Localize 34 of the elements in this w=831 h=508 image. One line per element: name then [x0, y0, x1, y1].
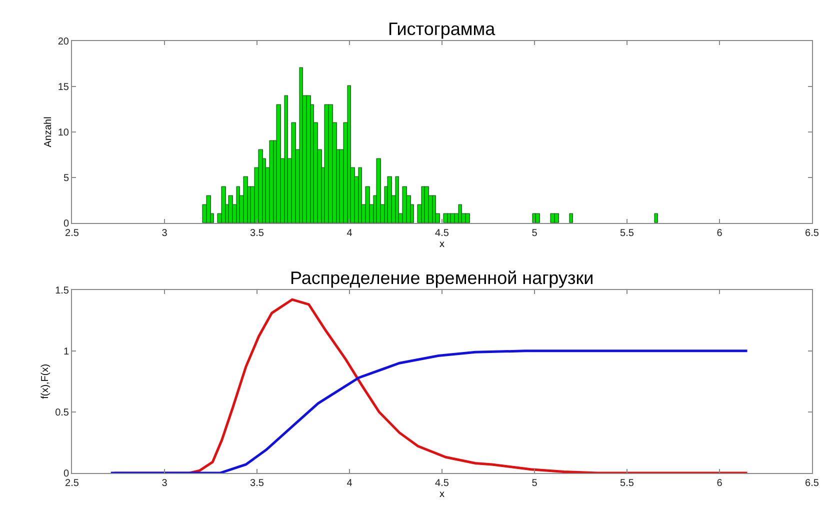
x-tick-label: 3.5 — [250, 478, 264, 489]
x-tick-label: 6 — [716, 228, 723, 239]
x-tick-label: 5.5 — [620, 478, 634, 489]
x-tick-label: 5 — [532, 478, 538, 489]
x-tick-label: 3 — [162, 228, 168, 239]
y-axis-title: Anzahl — [42, 116, 54, 148]
x-axis-title: x — [440, 238, 444, 250]
x-tick-label: 4 — [346, 478, 353, 489]
x-tick-label: 6 — [716, 478, 723, 489]
y-tick-label: 10 — [58, 127, 70, 138]
x-tick-label: 3 — [162, 478, 168, 489]
y-tick-label: 0 — [63, 218, 70, 230]
x-tick-label: 2.5 — [65, 228, 80, 239]
x-tick-label: 5.5 — [620, 228, 634, 239]
x-tick-label: 6.5 — [805, 228, 820, 239]
y-tick-label: 20 — [58, 36, 70, 48]
y-tick-label: 1.5 — [55, 285, 70, 296]
y-tick-label: 0.5 — [55, 407, 70, 418]
y-tick-label: 15 — [58, 82, 70, 93]
x-tick-label: 6.5 — [805, 478, 820, 489]
line-series — [110, 350, 748, 473]
x-tick-label: 4.5 — [435, 228, 450, 239]
x-tick-label: 2.5 — [65, 478, 80, 489]
x-tick-label: 4 — [346, 228, 353, 239]
chart-title: Распределение временной нагрузки — [290, 268, 594, 288]
x-tick-label: 3.5 — [250, 228, 264, 239]
x-tick-label: 5 — [532, 228, 538, 239]
x-axis-title: x — [440, 489, 444, 500]
y-tick-label: 0 — [63, 468, 70, 480]
y-axis-title: f(x),F(x) — [40, 364, 52, 399]
chart-title: Гистограмма — [388, 19, 496, 39]
x-tick-label: 4.5 — [435, 478, 450, 489]
y-tick-label: 1 — [63, 346, 70, 358]
y-tick-label: 5 — [63, 172, 70, 184]
